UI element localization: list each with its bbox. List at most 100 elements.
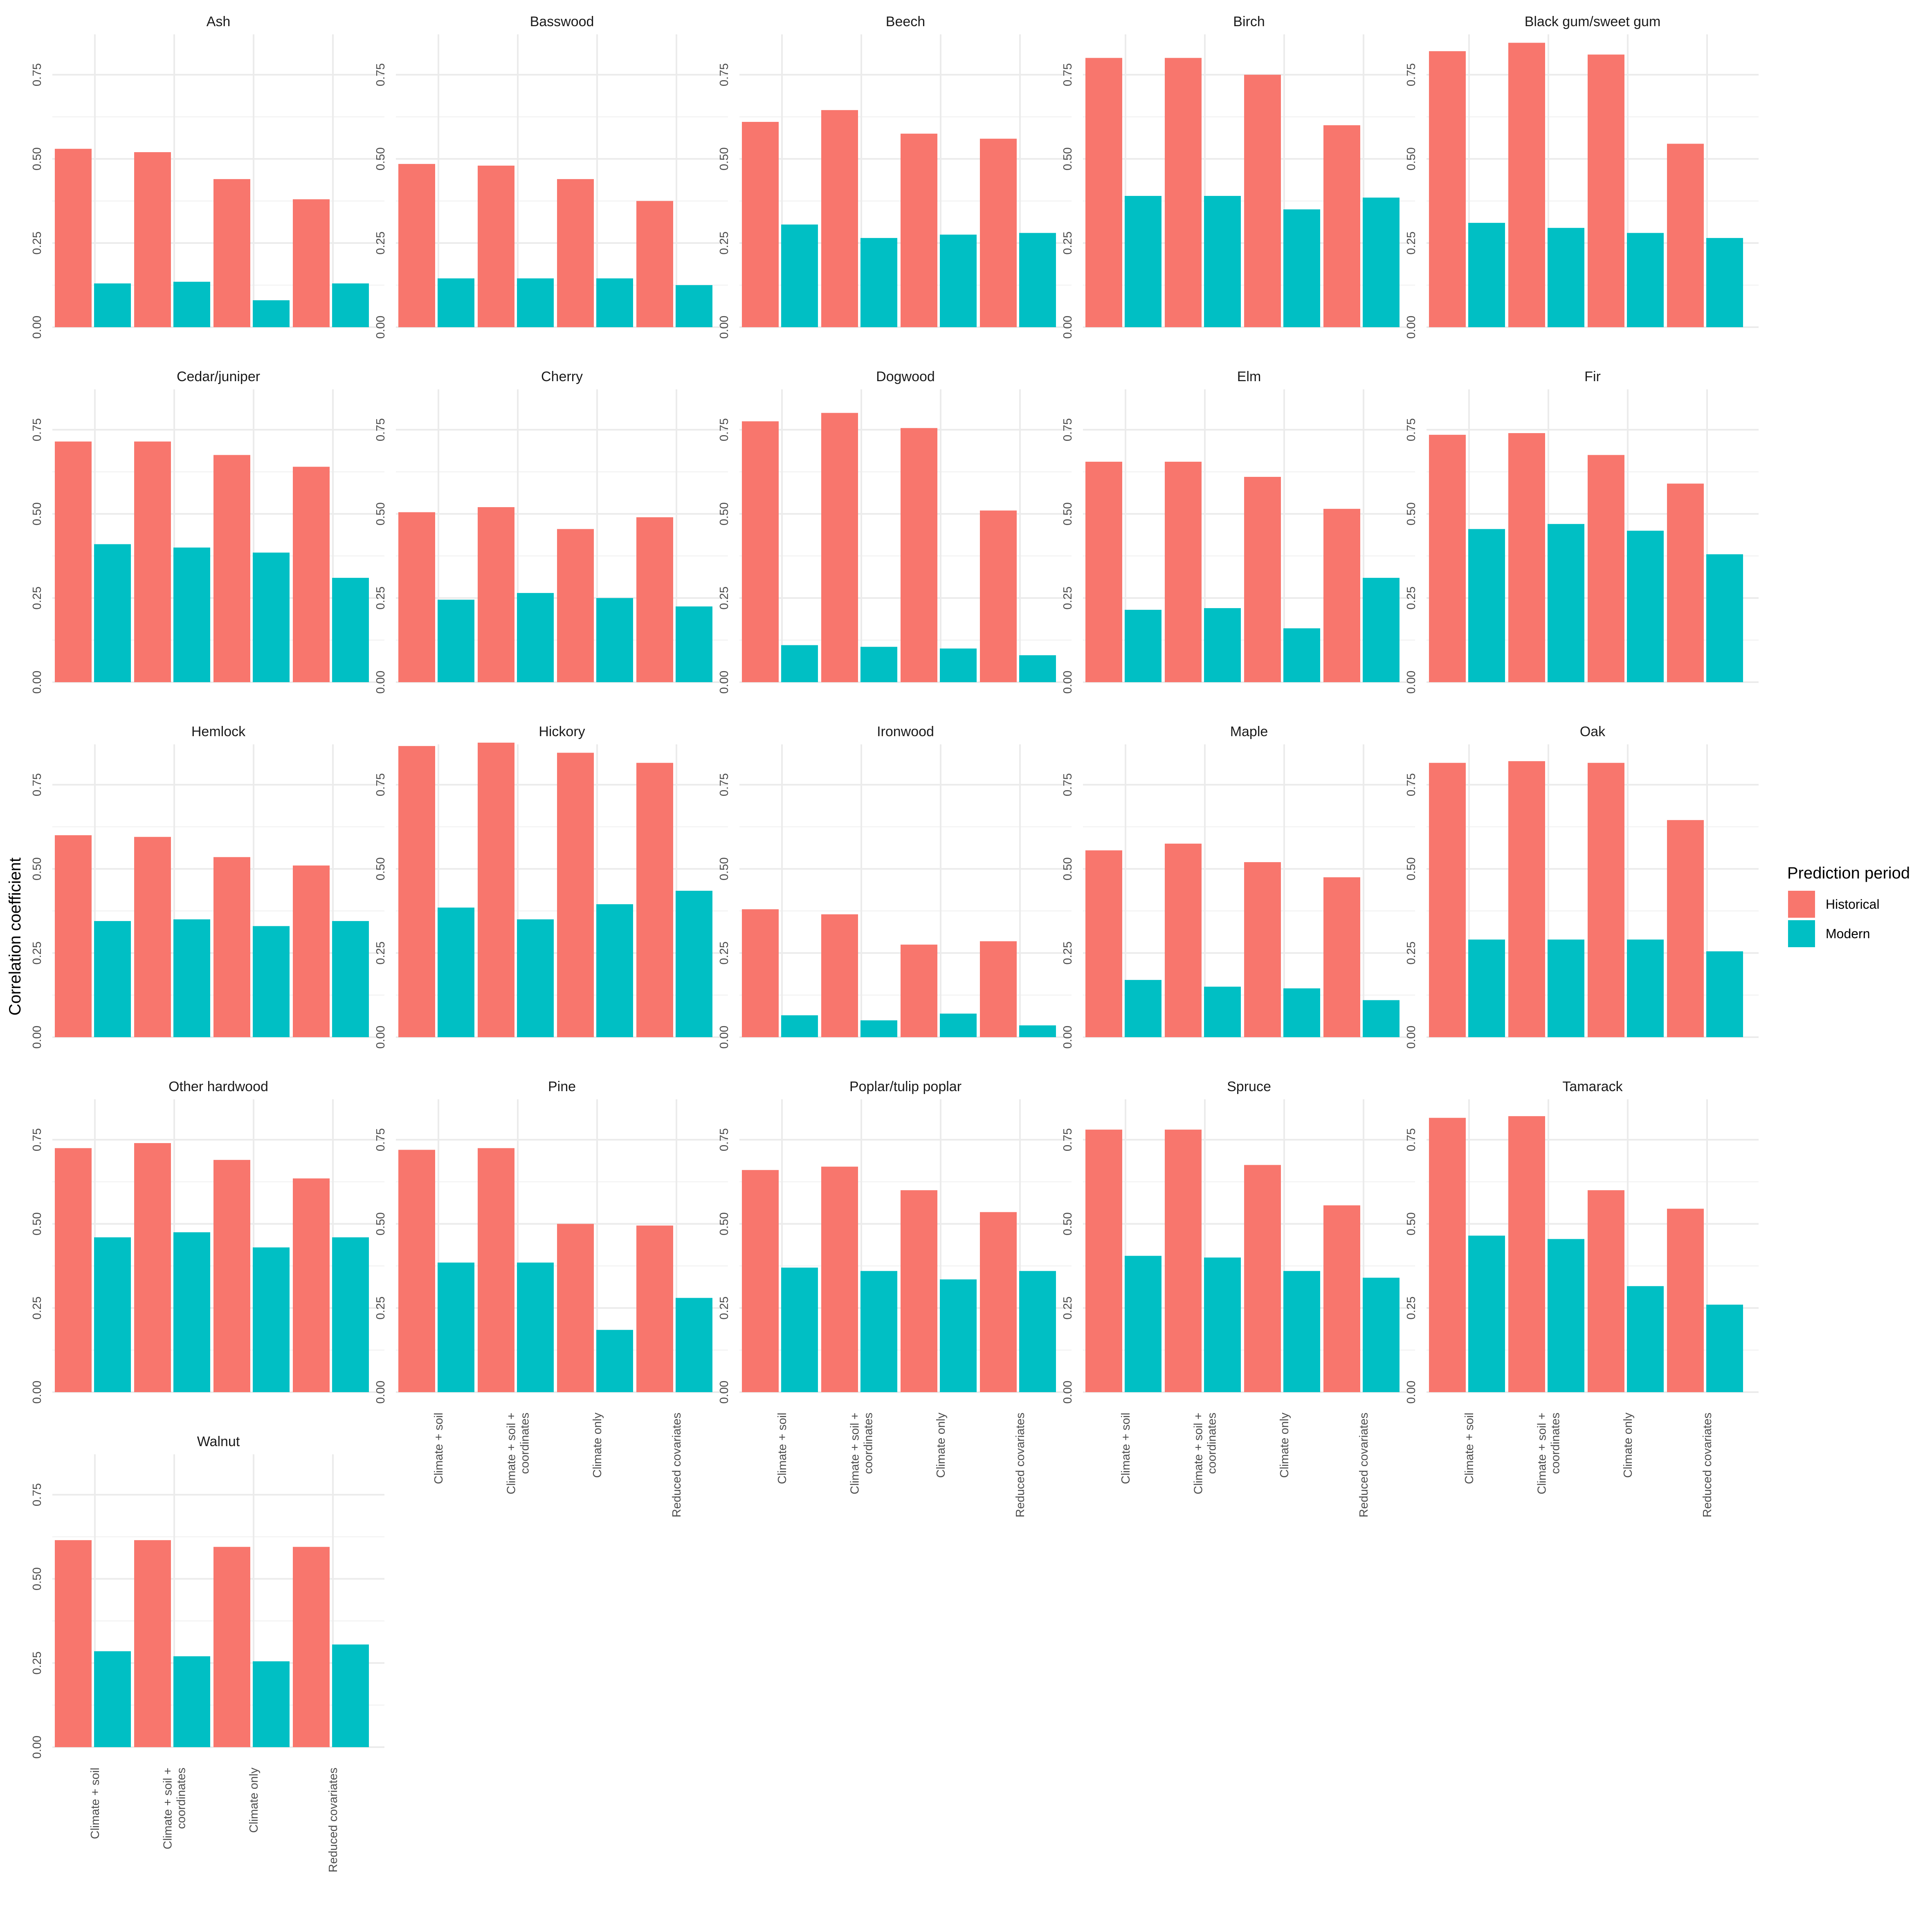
- bar-modern: [1706, 951, 1743, 1037]
- bar-modern: [781, 1015, 818, 1037]
- y-tick-label: 0.25: [718, 1296, 731, 1319]
- facet-title: Other hardwood: [168, 1079, 268, 1094]
- bar-modern: [1363, 1278, 1400, 1392]
- bar-historical: [980, 510, 1017, 682]
- bar-modern: [173, 1656, 210, 1747]
- bar-historical: [557, 179, 594, 327]
- y-tick-label: 0.00: [718, 316, 731, 339]
- bar-modern: [1548, 524, 1584, 682]
- bar-modern: [596, 598, 633, 682]
- y-tick-label: 0.25: [1061, 941, 1074, 964]
- bar-modern: [332, 1644, 369, 1747]
- bar-modern: [1363, 198, 1400, 327]
- bar-modern: [1468, 939, 1505, 1037]
- bar-modern: [1125, 980, 1161, 1037]
- bar-historical: [55, 835, 92, 1037]
- bar-modern: [94, 921, 131, 1037]
- y-tick-label: 0.25: [31, 586, 44, 609]
- bar-historical: [1429, 51, 1466, 328]
- x-tick-label: Climate + soil +: [505, 1413, 518, 1494]
- x-tick-label: Climate + soil: [432, 1413, 445, 1484]
- y-tick-label: 0.00: [1061, 1381, 1074, 1404]
- facet-title: Fir: [1584, 369, 1601, 384]
- bar-historical: [821, 914, 858, 1037]
- bar-modern: [1283, 628, 1320, 682]
- bar-modern: [1019, 655, 1056, 682]
- bar-modern: [438, 600, 474, 682]
- facet-panel: Beech 0.00 0.25 0.50 0.75: [718, 14, 1072, 339]
- facet-title: Oak: [1580, 724, 1606, 739]
- y-tick-label: 0.50: [31, 1567, 44, 1590]
- facet-panel: Basswood 0.00 0.25 0.50 0.75: [374, 14, 728, 339]
- y-tick-label: 0.25: [718, 586, 731, 609]
- bar-modern: [1363, 577, 1400, 682]
- y-tick-label: 0.75: [718, 63, 731, 86]
- facet-title: Dogwood: [876, 369, 935, 384]
- facet-title: Pine: [548, 1079, 576, 1094]
- bar-modern: [1283, 988, 1320, 1037]
- bar-modern: [517, 919, 554, 1037]
- y-tick-label: 0.50: [1061, 502, 1074, 525]
- bar-historical: [1323, 1205, 1360, 1392]
- bar-modern: [1706, 554, 1743, 682]
- bar-historical: [1588, 763, 1624, 1037]
- x-tick-label: coordinates: [519, 1413, 532, 1474]
- facet-panel: Cherry 0.00 0.25 0.50 0.75: [374, 369, 728, 694]
- x-tick-label: Climate only: [1622, 1413, 1635, 1478]
- y-tick-label: 0.50: [1405, 857, 1418, 880]
- bar-historical: [1085, 58, 1122, 327]
- bar-modern: [676, 285, 712, 327]
- y-tick-label: 0.25: [718, 231, 731, 254]
- facet-title: Elm: [1237, 369, 1261, 384]
- x-tick-label: Climate only: [935, 1413, 948, 1478]
- y-tick-label: 0.50: [31, 502, 44, 525]
- y-tick-label: 0.25: [1405, 941, 1418, 964]
- bar-historical: [557, 529, 594, 682]
- bar-historical: [1085, 1130, 1122, 1392]
- bar-historical: [1085, 461, 1122, 682]
- bar-historical: [901, 133, 937, 327]
- y-tick-label: 0.50: [718, 502, 731, 525]
- x-tick-label: Climate + soil +: [1536, 1413, 1549, 1494]
- bar-historical: [1508, 1116, 1545, 1392]
- bar-modern: [1019, 1271, 1056, 1392]
- legend-title: Prediction period: [1787, 864, 1910, 882]
- bar-historical: [293, 1547, 330, 1747]
- y-tick-label: 0.75: [374, 418, 387, 441]
- bar-modern: [1548, 1239, 1584, 1392]
- x-tick-label: Climate + soil: [776, 1413, 789, 1484]
- bar-modern: [596, 278, 633, 327]
- bar-historical: [1165, 843, 1202, 1037]
- bar-historical: [213, 1160, 250, 1392]
- facet-title: Cedar/juniper: [177, 369, 260, 384]
- bar-modern: [1548, 939, 1584, 1037]
- bar-historical: [636, 763, 673, 1037]
- bar-modern: [253, 1661, 290, 1747]
- bar-historical: [1588, 1190, 1624, 1392]
- bar-historical: [1323, 509, 1360, 682]
- bar-historical: [636, 201, 673, 327]
- bar-modern: [1283, 209, 1320, 327]
- facet-panel: Maple 0.00 0.25 0.50 0.75: [1061, 724, 1415, 1049]
- y-tick-label: 0.75: [1061, 63, 1074, 86]
- bar-historical: [1667, 820, 1704, 1037]
- bar-modern: [1125, 610, 1161, 682]
- bar-modern: [1019, 233, 1056, 327]
- bar-modern: [1019, 1025, 1056, 1037]
- y-tick-label: 0.75: [31, 1483, 44, 1506]
- y-tick-label: 0.50: [374, 147, 387, 170]
- bar-historical: [1244, 862, 1281, 1037]
- bar-modern: [1363, 1000, 1400, 1037]
- y-tick-label: 0.50: [31, 857, 44, 880]
- bar-modern: [781, 645, 818, 682]
- y-tick-label: 0.00: [374, 671, 387, 694]
- bar-modern: [1706, 238, 1743, 327]
- y-tick-label: 0.25: [31, 1296, 44, 1319]
- bar-modern: [1627, 233, 1664, 327]
- bar-modern: [332, 577, 369, 682]
- x-tick-label: Climate only: [1278, 1413, 1291, 1478]
- y-tick-label: 0.25: [1405, 586, 1418, 609]
- bar-historical: [134, 837, 171, 1037]
- y-tick-label: 0.75: [31, 63, 44, 86]
